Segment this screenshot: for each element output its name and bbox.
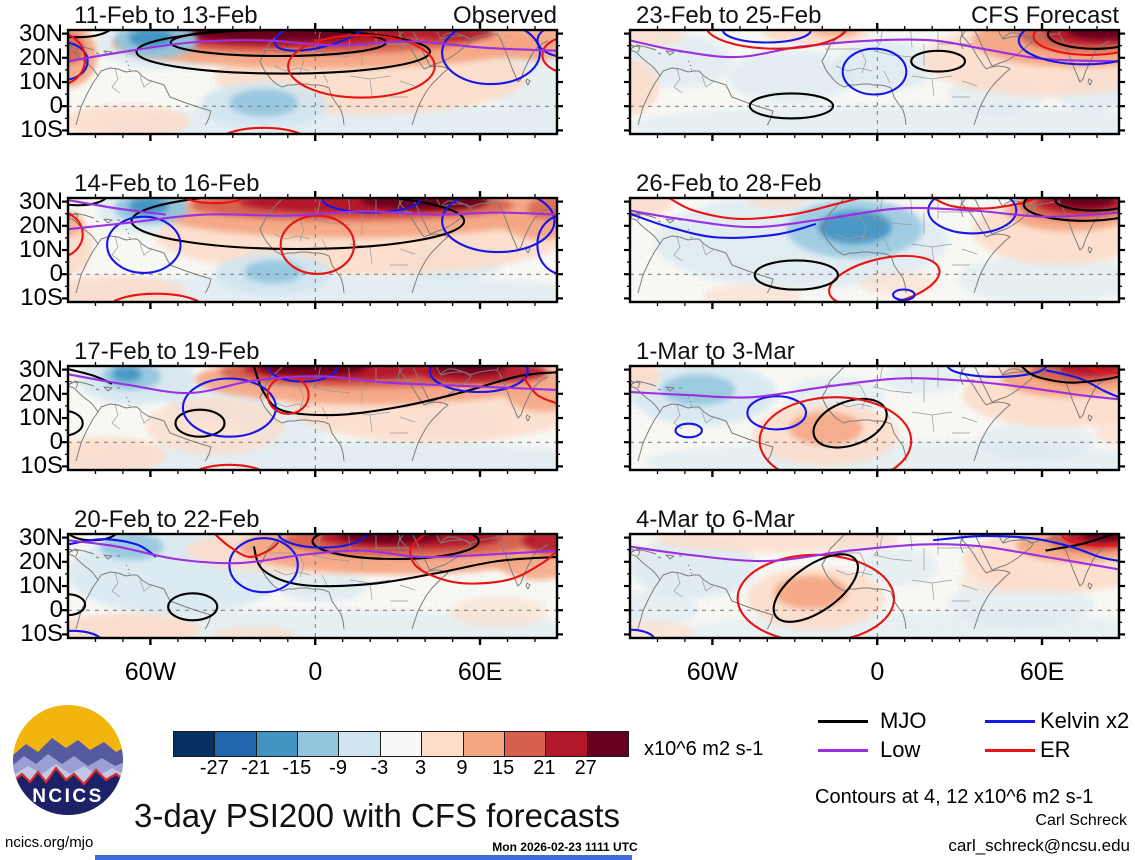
colorbar-swatch	[503, 732, 546, 756]
lat-tick-label: 10N	[18, 68, 63, 95]
lat-tick-label: 0	[49, 260, 63, 288]
lat-tick-label: 10S	[20, 116, 63, 144]
legend-line-mjo	[818, 720, 868, 723]
colorbar-tick-label: 15	[492, 757, 515, 779]
panel-title: 4-Mar to 6-Mar	[636, 506, 795, 533]
legend-line-er	[985, 749, 1035, 752]
colorbar-swatch	[462, 732, 504, 756]
colorbar-swatch	[255, 732, 298, 756]
map-panel-1-mar-to-3-mar	[624, 359, 1125, 477]
lat-tick-label: 30N	[18, 355, 63, 383]
legend-line-kelvin-x2	[985, 720, 1035, 723]
map-panel-14-feb-to-16-feb	[62, 191, 563, 309]
lon-tick-label: 60E	[457, 658, 503, 686]
lat-tick-label: 0	[49, 596, 63, 624]
ncics-logo: NCICS	[13, 705, 123, 815]
lat-tick-label: 0	[49, 92, 63, 120]
timestamp: Mon 2026-02-23 1111 UTC	[492, 840, 638, 854]
panel-title: 11-Feb to 13-Feb	[74, 2, 258, 29]
panel-title: 1-Mar to 3-Mar	[636, 338, 795, 365]
colorbar-swatch	[297, 732, 339, 756]
panel-title: 26-Feb to 28-Feb	[636, 170, 822, 197]
panel-title: 17-Feb to 19-Feb	[74, 338, 260, 365]
author-email: carl_schreck@ncsu.edu	[948, 836, 1130, 855]
colorbar-tick-label: 9	[456, 757, 468, 779]
colorbar-tick-label: -3	[370, 757, 389, 779]
lat-tick-label: 10N	[18, 572, 63, 599]
panel-title: 14-Feb to 16-Feb	[74, 170, 260, 197]
lat-tick-label: 10N	[18, 236, 63, 263]
figure-title: 3-day PSI200 with CFS forecasts	[134, 797, 621, 834]
lat-tick-label: 30N	[18, 19, 63, 47]
colorbar-tick-label: -9	[329, 757, 347, 779]
colorbar-swatch	[214, 732, 256, 756]
lon-tick-label: 0	[870, 658, 885, 686]
contour-note: Contours at 4, 12 x10^6 m2 s-1	[815, 786, 1094, 808]
lat-tick-label: 20N	[18, 43, 63, 71]
bottom-blue-bar	[95, 855, 632, 860]
lat-tick-label: 10S	[20, 452, 63, 480]
colorbar-swatch	[379, 732, 422, 756]
map-panel-23-feb-to-25-feb	[624, 23, 1125, 141]
colorbar-tick-label: -27	[199, 757, 229, 779]
legend-label: Kelvin x2	[1040, 708, 1130, 733]
map-panel-4-mar-to-6-mar	[624, 527, 1125, 645]
lat-tick-label: 20N	[18, 379, 63, 407]
colorbar-swatch	[421, 732, 463, 756]
author-name: Carl Schreck	[1035, 812, 1127, 829]
map-panel-17-feb-to-19-feb	[62, 359, 563, 477]
lat-tick-label: 20N	[18, 547, 63, 575]
colorbar-tick-label: -15	[282, 757, 312, 779]
lat-tick-label: 20N	[18, 211, 63, 239]
colorbar-swatch	[586, 732, 628, 756]
site-url-text: ncics.org/mjo	[5, 834, 94, 851]
colorbar-swatch	[338, 732, 380, 756]
colorbar-units-label: x10^6 m2 s-1	[644, 738, 764, 760]
colorbar-swatch	[545, 732, 587, 756]
legend-label: MJO	[880, 708, 927, 733]
panel-title: 23-Feb to 25-Feb	[636, 2, 822, 29]
legend-line-low	[818, 749, 868, 752]
lon-tick-label: 60W	[686, 658, 739, 686]
lon-tick-label: 60E	[1019, 658, 1065, 686]
colorbar-tick-label: 21	[533, 757, 556, 779]
lon-tick-label: 0	[308, 658, 323, 686]
map-panel-26-feb-to-28-feb	[624, 191, 1125, 309]
colorbar	[173, 731, 629, 757]
colorbar-swatch	[174, 732, 215, 756]
logo-text: NCICS	[32, 786, 104, 807]
legend-label: ER	[1040, 737, 1071, 762]
lat-tick-label: 0	[49, 428, 63, 456]
lat-tick-label: 10S	[20, 620, 63, 648]
lat-tick-label: 10N	[18, 404, 63, 431]
logo-ridge-line	[13, 766, 123, 786]
colorbar-tick-label: -21	[241, 757, 270, 779]
colorbar-tick-label: 27	[574, 757, 597, 779]
colorbar-tick-label: 3	[415, 757, 427, 779]
lat-tick-label: 30N	[18, 187, 63, 215]
lat-tick-label: 10S	[20, 284, 63, 312]
panel-title: 20-Feb to 22-Feb	[74, 506, 260, 533]
map-panel-11-feb-to-13-feb	[62, 23, 563, 141]
panel-corner-label: Observed	[452, 2, 557, 29]
map-panel-20-feb-to-22-feb	[62, 527, 563, 645]
legend-label: Low	[880, 737, 921, 762]
lon-tick-label: 60W	[124, 658, 177, 686]
lat-tick-label: 30N	[18, 523, 63, 551]
panel-corner-label: CFS Forecast	[970, 2, 1119, 29]
